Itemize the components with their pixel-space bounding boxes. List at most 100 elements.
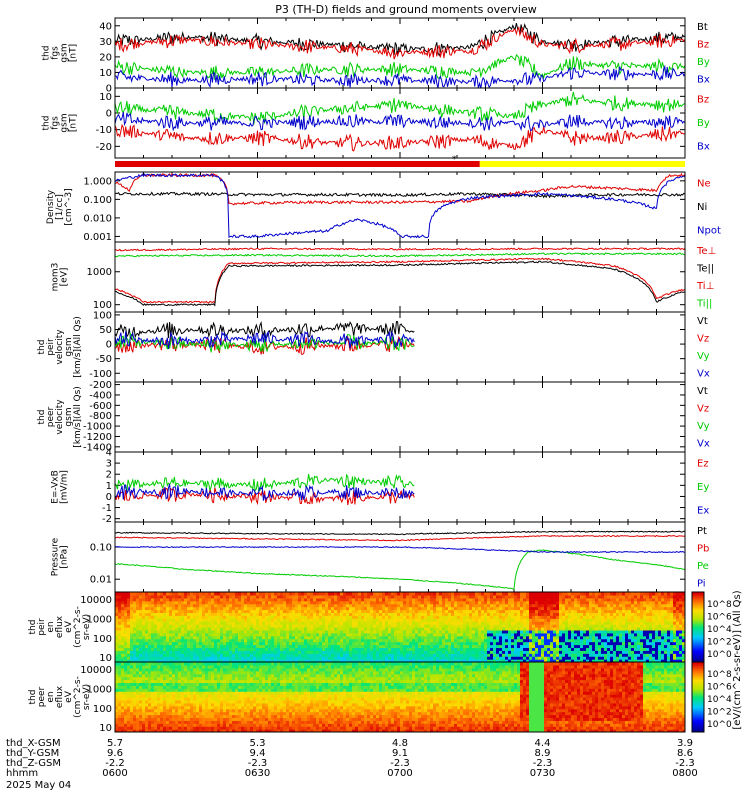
panel-frame (114, 451, 686, 523)
traces (115, 91, 685, 152)
y-axis-label: (cm^2-s- (73, 606, 83, 648)
y-axis-label: peer (46, 406, 56, 427)
footer-value: 4.4 (535, 738, 551, 749)
y-axis-label: peir (37, 618, 47, 636)
state-bar: * (115, 155, 685, 167)
y-tick-label: -400 (89, 390, 112, 401)
y-tick-label: 0.001 (83, 232, 112, 243)
y-tick-label: 0.010 (83, 213, 112, 224)
panel-ion_velocity: 100 50 0 -50 -100 thd peir velocity gsm [km/s](Al… (37, 310, 710, 383)
legend-Vz: Vz (697, 403, 709, 414)
y-tick-label: 10000 (80, 595, 112, 606)
series-Ne (115, 172, 685, 206)
legend-Vz: Vz (697, 333, 709, 344)
y-axis-label: gsm (64, 337, 74, 356)
panel-frame (114, 171, 686, 243)
panel-frame (114, 241, 686, 313)
y-tick-label: 0 (106, 109, 112, 120)
y-axis-label: fgs (51, 46, 61, 60)
footer-value: 5.3 (250, 738, 266, 749)
series-Bz (115, 123, 685, 152)
y-axis-label: peer (37, 686, 47, 707)
plot-title: P3 (TH-D) fields and ground moments over… (275, 3, 537, 16)
footer-value: 9.1 (392, 748, 408, 759)
y-axis-label: (cm^2-s- (73, 676, 83, 718)
y-axis-label: Pressure (51, 537, 61, 576)
series-Pe (115, 549, 685, 590)
y-tick-label: 2 (106, 470, 112, 481)
series-By (115, 91, 685, 125)
series-Pt (115, 530, 685, 536)
y-tick-label: -200 (89, 380, 112, 391)
legend-Vt: Vt (697, 316, 708, 327)
y-axis-label: thd (37, 340, 47, 355)
y-tick-label: 30 (99, 37, 112, 48)
legend-Pe: Pe (697, 561, 709, 572)
y-axis-label: Density (46, 189, 56, 224)
legend-Bx: Bx (697, 74, 710, 85)
panel-frame (114, 87, 686, 159)
y-tick-label: 0 (106, 340, 112, 351)
series-Npot (115, 173, 685, 239)
legend-By: By (697, 118, 710, 129)
series-Pi (115, 545, 685, 554)
legend-Te⊥: Te⊥ (696, 246, 716, 257)
y-tick-label: -1 (102, 503, 112, 514)
legend-Bt: Bt (697, 22, 708, 33)
y-tick-label: 4 (106, 448, 112, 459)
panel-elec_spec: 10000 1000 100 10 thd peer en eflux eV (cm^2-s-sr… (28, 661, 686, 734)
traces (115, 530, 685, 590)
panel-fgs_btot: 40 30 20 10 0 thd fgs gsm [nT] Bt Bz By Bx (42, 17, 710, 95)
y-axis-label: mom3 (51, 263, 61, 292)
y-tick-label: 100 (93, 310, 112, 321)
y-tick-label: -1400 (83, 442, 112, 453)
colorbar: 10^8 10^6 10^4 10^2 10^0 (691, 591, 732, 663)
y-tick-label: 0.01 (90, 575, 112, 586)
traces (115, 321, 415, 355)
footer-value: -2.2 (105, 758, 125, 769)
y-tick-label: 10 (99, 653, 112, 664)
traces (115, 592, 685, 662)
series-Ez (115, 487, 415, 506)
panel-frame (114, 381, 686, 453)
panel-frame (114, 661, 686, 733)
colorbars-group: 10^8 10^6 10^4 10^2 10^0 10^8 10^6 10^4 10^2 10^0 (691, 591, 732, 733)
y-axis-label: [km/s](All Qs) (73, 316, 83, 378)
footer-value: -2.3 (248, 758, 268, 769)
y-axis-label: [mV/m] (60, 470, 70, 504)
y-axis-label: [nPa] (60, 545, 70, 568)
footer-value: 9.4 (250, 748, 266, 759)
legend-Vx: Vx (697, 368, 710, 379)
colorbar-tick-label: 10^2 (707, 638, 732, 648)
colorbar-tick-label: 10^0 (707, 650, 732, 660)
footer-value: 8.9 (535, 748, 551, 759)
footer-value: 0600 (102, 768, 127, 779)
y-tick-label: 1000 (87, 685, 112, 696)
y-axis-label: thd (28, 620, 38, 635)
y-axis-label: [nT] (69, 44, 79, 62)
series-Bx (115, 111, 685, 132)
footer-row-label: thd_X-GSM (6, 738, 61, 749)
colorbar-tick-label: 10^0 (707, 720, 732, 730)
legend-By: By (697, 57, 710, 68)
y-tick-label: 0.10 (90, 543, 112, 554)
y-tick-label: 100 (93, 704, 112, 715)
y-tick-label: -1000 (83, 422, 112, 433)
colorbar-tick-label: 10^6 (707, 613, 732, 623)
y-axis-label: thd (28, 690, 38, 705)
series-Bx (115, 64, 685, 88)
colorbar-tick-label: 10^4 (707, 695, 732, 705)
series-Te⊥ (115, 257, 685, 304)
colorbar-tick-label: 10^2 (707, 708, 732, 718)
legend-Npot: Npot (697, 225, 721, 236)
y-axis-label: [cm^-3] (64, 188, 74, 225)
y-tick-label: -100 (89, 369, 112, 380)
y-axis-label: gsm (60, 43, 70, 62)
series-By (115, 54, 685, 80)
legend-Vy: Vy (697, 351, 710, 362)
y-axis-label: [km/s](All Qs) (73, 386, 83, 448)
